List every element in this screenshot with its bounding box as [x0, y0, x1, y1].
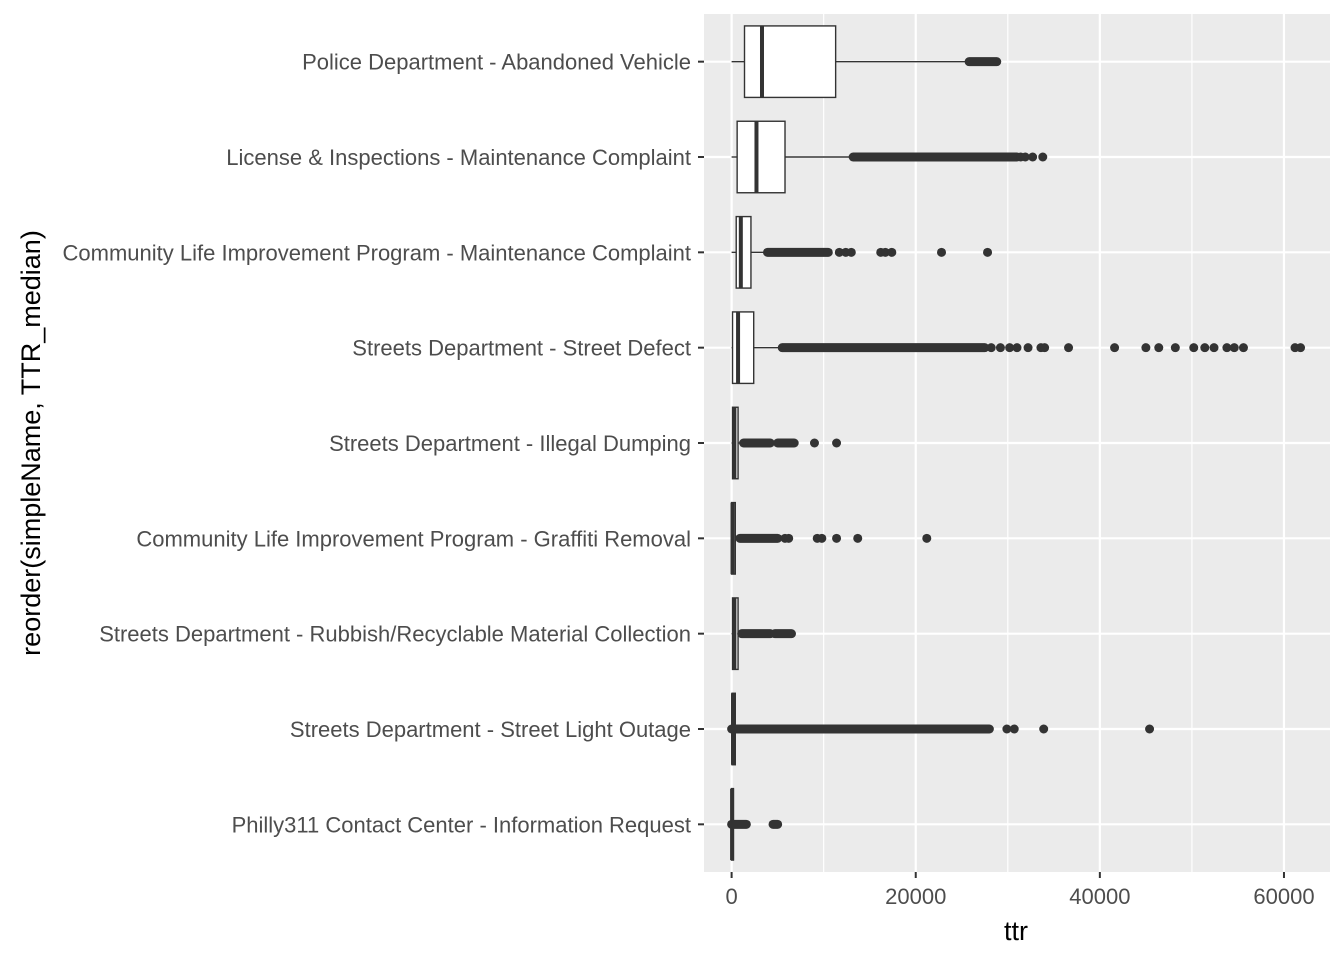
iqr-box [736, 120, 786, 194]
outlier-point [922, 533, 932, 543]
outlier-point [1039, 724, 1049, 734]
box-group [731, 597, 796, 671]
iqr-box [743, 25, 837, 99]
outlier-point [1064, 343, 1074, 353]
box-group [731, 311, 1306, 385]
outlier-point [1238, 343, 1248, 353]
y-tick-label: Streets Department - Illegal Dumping [329, 431, 691, 456]
outlier-point [784, 533, 794, 543]
outlier-point [880, 247, 890, 257]
box-group [731, 25, 1002, 99]
outlier-point [1141, 343, 1151, 353]
outlier-point [1110, 343, 1120, 353]
box-group [731, 406, 842, 480]
y-tick-label: Streets Department - Rubbish/Recyclable … [99, 622, 691, 647]
iqr-box [735, 215, 752, 289]
y-tick-label: Streets Department - Street Defect [352, 336, 691, 361]
outlier-point [1040, 343, 1050, 353]
outlier-point [832, 533, 842, 543]
outlier-point [1012, 343, 1022, 353]
outlier-point [1209, 343, 1219, 353]
outlier-point [1296, 343, 1306, 353]
outlier-point [1170, 343, 1180, 353]
outlier-point [853, 533, 863, 543]
outlier-point [1145, 724, 1155, 734]
iqr-box [731, 311, 755, 385]
outlier-point [817, 533, 827, 543]
y-axis-ticks: Police Department - Abandoned Vehicle Lic… [63, 50, 704, 837]
outlier-point [846, 247, 856, 257]
x-tick-label: 40000 [1069, 884, 1130, 909]
y-tick-label: Streets Department - Street Light Outage [290, 717, 691, 742]
box-group [731, 120, 1048, 194]
outlier-point [1154, 343, 1164, 353]
x-axis-ticks: 0 20000 40000 60000 [725, 872, 1315, 909]
y-tick-label: Community Life Improvement Program - Mai… [63, 240, 691, 265]
y-tick-label: Philly311 Contact Center - Information R… [232, 812, 691, 837]
outlier-point [986, 343, 996, 353]
box-group [730, 501, 932, 575]
y-tick-label: Police Department - Abandoned Vehicle [302, 50, 691, 75]
box-series [727, 25, 1306, 861]
outlier-point [1222, 343, 1232, 353]
x-tick-label: 0 [725, 884, 737, 909]
x-tick-label: 20000 [885, 884, 946, 909]
outlier-point [1189, 343, 1199, 353]
outlier-point [983, 247, 993, 257]
y-tick-label: License & Inspections - Maintenance Comp… [226, 145, 691, 170]
y-tick-label: Community Life Improvement Program - Gra… [136, 526, 691, 551]
outlier-point [887, 247, 897, 257]
outlier-point [937, 247, 947, 257]
outlier-point [832, 438, 842, 448]
box-group [727, 692, 1155, 766]
x-tick-label: 60000 [1253, 884, 1314, 909]
outlier-point [834, 247, 844, 257]
outlier-point [1005, 343, 1015, 353]
outlier-point [995, 343, 1005, 353]
outlier-point [809, 438, 819, 448]
x-axis-title: ttr [1004, 916, 1028, 946]
outlier-point [1229, 343, 1239, 353]
outlier-point [1038, 152, 1048, 162]
outlier-point [1002, 724, 1012, 734]
outlier-point [1009, 724, 1019, 734]
box-group [731, 215, 993, 289]
outlier-point [1020, 152, 1030, 162]
outlier-point [1200, 343, 1210, 353]
y-axis-title: reorder(simpleName, TTR_median) [16, 230, 46, 656]
box-group [727, 787, 783, 861]
outlier-point [1028, 152, 1038, 162]
outlier-point [1023, 343, 1033, 353]
